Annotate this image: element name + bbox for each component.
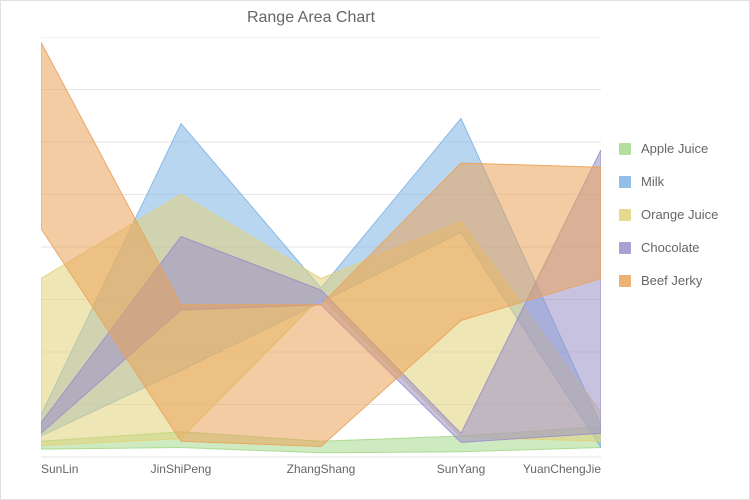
legend-item[interactable]: Milk [619, 174, 718, 189]
legend-swatch [619, 209, 631, 221]
legend-label: Apple Juice [641, 141, 708, 156]
legend-item[interactable]: Orange Juice [619, 207, 718, 222]
legend-swatch [619, 275, 631, 287]
x-tick-label: SunLin [41, 462, 78, 476]
x-tick-label: JinShiPeng [151, 462, 212, 476]
legend-swatch [619, 143, 631, 155]
x-tick-label: SunYang [437, 462, 486, 476]
legend-item[interactable]: Chocolate [619, 240, 718, 255]
legend-label: Chocolate [641, 240, 700, 255]
legend: Apple Juice Milk Orange Juice Chocolate Beef… [619, 141, 718, 306]
plot-area: 0100200300400500600700800 SunLinJinShiPe… [41, 37, 601, 457]
range-area-chart: Range Area Chart 01002003004005006007008… [0, 0, 750, 500]
legend-label: Milk [641, 174, 664, 189]
legend-swatch [619, 242, 631, 254]
x-tick-label: ZhangShang [287, 462, 356, 476]
legend-swatch [619, 176, 631, 188]
legend-item[interactable]: Beef Jerky [619, 273, 718, 288]
legend-label: Orange Juice [641, 207, 718, 222]
legend-item[interactable]: Apple Juice [619, 141, 718, 156]
x-tick-label: YuanChengJie [523, 462, 601, 476]
chart-title: Range Area Chart [1, 9, 621, 27]
legend-label: Beef Jerky [641, 273, 702, 288]
